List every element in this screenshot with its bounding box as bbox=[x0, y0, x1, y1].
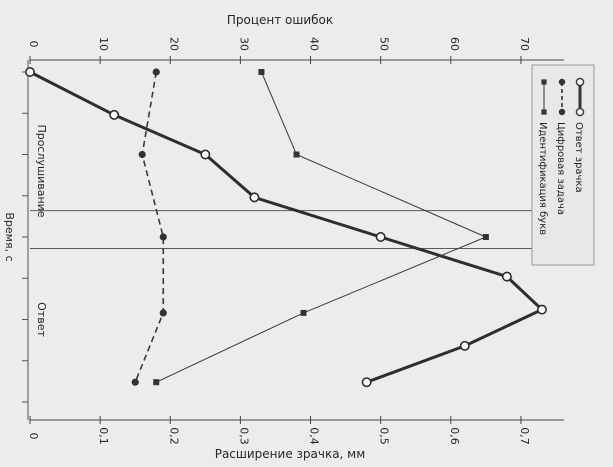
data-point bbox=[249, 192, 260, 203]
top-axis-ticks: 0 10 20 30 40 50 60 70 bbox=[27, 37, 531, 64]
data-point bbox=[24, 67, 35, 78]
series-line bbox=[29, 70, 545, 384]
bottom-tick-label: 0,2 bbox=[167, 427, 180, 445]
legend-entry: Идентификация букв bbox=[537, 79, 548, 235]
legend-label: Идентификация букв bbox=[537, 122, 548, 235]
series-2 bbox=[153, 69, 489, 386]
legend-label: Цифровая задача bbox=[555, 122, 566, 215]
top-tick-label: 0 bbox=[27, 41, 40, 48]
series-1 bbox=[131, 68, 167, 386]
data-point bbox=[375, 232, 386, 243]
data-point bbox=[153, 379, 160, 386]
legend-items: Ответ зрачка Цифровая задача Идентификация… bbox=[537, 77, 585, 235]
data-point bbox=[459, 340, 470, 351]
top-axis-label: Процент ошибок bbox=[227, 13, 333, 27]
plot-frame bbox=[22, 59, 564, 421]
series-line bbox=[156, 71, 488, 383]
legend: Ответ зрачка Цифровая задача Идентификация… bbox=[531, 64, 595, 266]
series-layer bbox=[24, 67, 547, 388]
data-point bbox=[152, 68, 160, 76]
legend-marker bbox=[541, 79, 547, 85]
top-tick-label: 30 bbox=[237, 37, 250, 51]
data-point bbox=[361, 377, 372, 388]
bottom-tick-label: 0,5 bbox=[378, 427, 391, 445]
phase-dividers bbox=[30, 210, 556, 250]
data-point bbox=[482, 234, 489, 240]
data-point bbox=[200, 149, 211, 160]
data-point bbox=[300, 309, 307, 316]
data-point bbox=[293, 151, 300, 158]
data-point bbox=[131, 378, 139, 386]
legend-box bbox=[531, 64, 595, 266]
legend-marker bbox=[541, 109, 547, 115]
time-axis-label: Время, с bbox=[3, 212, 16, 261]
legend-marker bbox=[558, 108, 566, 116]
top-tick-label: 40 bbox=[308, 37, 321, 51]
legend-marker bbox=[575, 77, 585, 87]
bottom-axis-ticks: 0 0,1 0,2 0,3 0,4 0,5 0,6 0,7 bbox=[27, 416, 531, 445]
legend-entry: Ответ зрачка bbox=[573, 77, 585, 193]
data-point bbox=[258, 69, 265, 75]
top-tick-label: 60 bbox=[448, 37, 461, 51]
legend-marker bbox=[575, 107, 585, 117]
legend-marker bbox=[558, 78, 566, 86]
data-point bbox=[159, 309, 167, 317]
bottom-axis-label: Расширение зрачка, мм bbox=[215, 447, 366, 461]
bottom-tick-label: 0 bbox=[27, 433, 40, 440]
data-point bbox=[138, 150, 146, 159]
phase-label-answer: Ответ bbox=[35, 302, 48, 337]
data-point bbox=[159, 233, 167, 241]
bottom-tick-label: 0,6 bbox=[448, 427, 461, 445]
top-tick-label: 70 bbox=[518, 37, 531, 51]
data-point bbox=[536, 304, 547, 315]
top-tick-label: 20 bbox=[167, 37, 180, 51]
top-tick-label: 50 bbox=[378, 37, 391, 51]
top-tick-label: 10 bbox=[97, 37, 110, 51]
phase-label-listening: Прослушивание bbox=[35, 124, 48, 217]
bottom-tick-label: 0,4 bbox=[308, 427, 321, 445]
bottom-tick-label: 0,1 bbox=[97, 427, 110, 445]
series-line bbox=[134, 71, 165, 383]
bottom-tick-label: 0,3 bbox=[237, 427, 250, 445]
series-0 bbox=[24, 67, 547, 388]
legend-label: Ответ зрачка bbox=[573, 122, 584, 193]
bottom-tick-label: 0,7 bbox=[518, 427, 531, 445]
data-point bbox=[501, 271, 512, 282]
data-point bbox=[109, 109, 120, 120]
legend-entry: Цифровая задача bbox=[555, 78, 566, 215]
